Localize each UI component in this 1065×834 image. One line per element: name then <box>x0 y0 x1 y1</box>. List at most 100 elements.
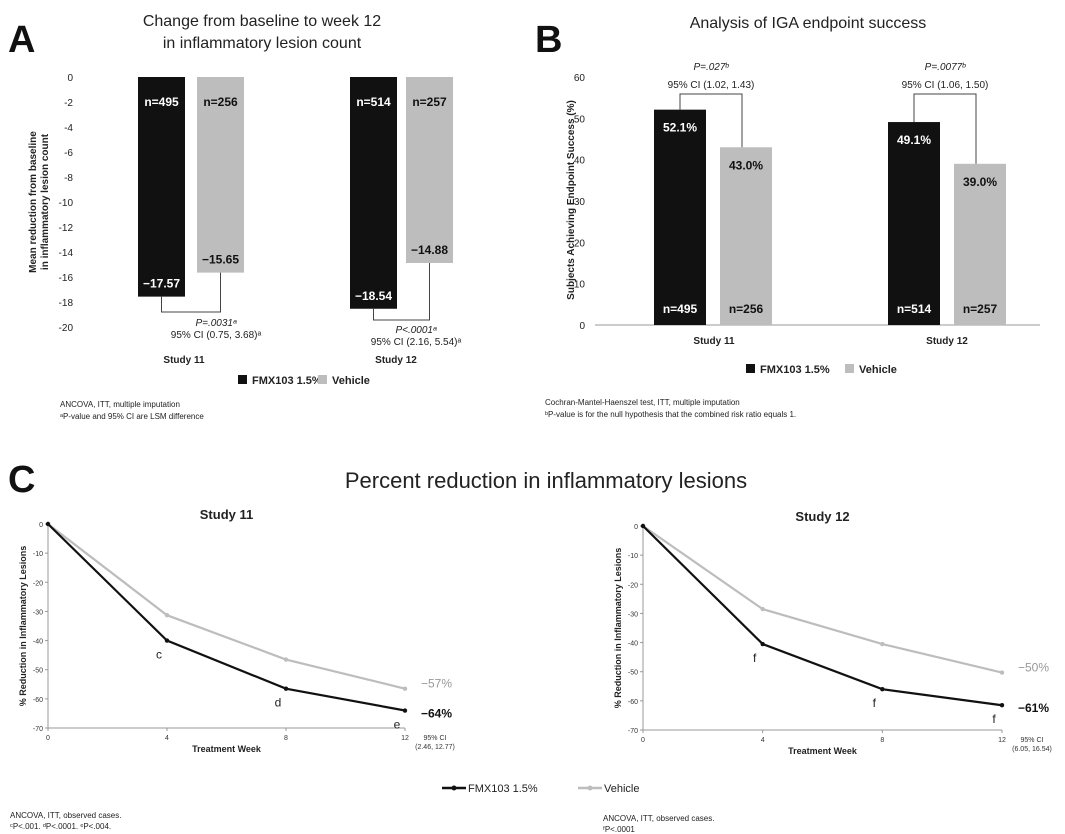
panel-a-letter: A <box>8 19 35 61</box>
panel-c: C Percent reduction in inflammatory lesi… <box>8 459 1052 834</box>
panel-a: A Change from baseline to week 12 in inf… <box>8 13 461 421</box>
panel-c-ytick: -40 <box>628 641 638 648</box>
panel-a-title-line1: Change from baseline to week 12 <box>143 13 381 30</box>
panel-a-value-label: −15.65 <box>202 253 239 267</box>
panel-a-ytick: -20 <box>59 323 74 334</box>
panel-c-xtick: 12 <box>401 735 409 742</box>
panel-a-pvalue: P=.0031ᵃ <box>195 318 237 329</box>
panel-c-vehicle-line <box>47 523 406 690</box>
panel-a-n-label: n=257 <box>412 95 447 109</box>
panel-c-ytick: -20 <box>628 582 638 589</box>
panel-c-footnote-right-line1: ANCOVA, ITT, observed cases. <box>603 814 714 823</box>
panel-a-footnote-line1: ANCOVA, ITT, multiple imputation <box>60 400 180 409</box>
panel-c-point <box>45 521 51 527</box>
panel-c-ytick: -10 <box>628 553 638 560</box>
panel-a-pvalue: P<.0001ᵃ <box>395 325 437 336</box>
panel-c-fmx-line <box>642 525 1003 707</box>
panel-b-ylabel: Subjects Achieving Endpoint Success (%) <box>566 100 577 300</box>
panel-c-xtick: 8 <box>284 735 288 742</box>
panel-c-end-label: −50% <box>1018 661 1049 675</box>
panel-c-xtick: 12 <box>998 737 1006 744</box>
panel-c-point <box>283 686 289 691</box>
panel-b-ytick: 0 <box>579 321 585 332</box>
panel-c-point <box>640 523 646 529</box>
panel-c-ylabel: % Reduction in Inflammatory Lesions <box>18 546 28 707</box>
panel-c-ci-line2: (2.46, 12.77) <box>415 744 455 751</box>
panel-a-title-line2: in inflammatory lesion count <box>163 35 362 52</box>
panel-a-ytick: -2 <box>64 98 73 109</box>
panel-b-value-label: 52.1% <box>663 121 697 135</box>
panel-c-sig-mark: c <box>156 648 162 662</box>
panel-c-sig-mark: d <box>275 696 282 710</box>
legend-b-vehicle-label: Vehicle <box>859 364 897 376</box>
panel-c-ytick: -50 <box>33 668 43 675</box>
panel-c-ytick: 0 <box>634 524 638 531</box>
panel-c-xtick: 0 <box>46 735 50 742</box>
panel-b-bracket <box>679 93 743 148</box>
panel-a-n-label: n=514 <box>356 95 391 109</box>
panel-b-value-label: 43.0% <box>729 158 763 172</box>
panel-a-ytick: -10 <box>59 198 74 209</box>
panel-c-point <box>402 708 408 713</box>
panel-b-n-label: n=514 <box>897 302 932 316</box>
legend-c-vehicle-marker <box>587 785 593 791</box>
panel-c-point <box>164 638 170 643</box>
panel-b-ytick: 60 <box>574 73 586 84</box>
panel-b-n-label: n=256 <box>729 302 764 316</box>
panel-a-ytick: -6 <box>64 148 73 159</box>
panel-c-subplot-title: Study 12 <box>795 509 849 524</box>
panel-c-footnote-left-line2: ᶜP<.001. ᵈP<.0001. ᵉP<.004. <box>10 822 111 831</box>
panel-a-ylabel-line2: in inflammatory lesion count <box>40 133 51 270</box>
panel-c-xtick: 4 <box>165 735 169 742</box>
panel-c-ytick: 0 <box>39 522 43 529</box>
panel-b-value-label: 39.0% <box>963 175 997 189</box>
legend-c: FMX103 1.5% Vehicle <box>442 783 639 795</box>
panel-c-ytick: -60 <box>628 699 638 706</box>
panel-c-ytick: -50 <box>628 670 638 677</box>
panel-c-ytick: -20 <box>33 580 43 587</box>
panel-b-ytick: 10 <box>574 280 586 291</box>
panel-a-footnote-line2: ᵃP-value and 95% CI are LSM difference <box>60 412 204 421</box>
panel-b-n-label: n=257 <box>963 302 998 316</box>
panel-b-category-label: Study 11 <box>693 336 735 347</box>
panel-c-point <box>164 613 170 618</box>
panel-a-bar <box>350 77 397 309</box>
panel-c-point <box>880 687 885 692</box>
panel-c-ci-line2: (6.05, 16.54) <box>1012 746 1052 753</box>
panel-c-ylabel: % Reduction in Inflammatory Lesions <box>613 548 623 709</box>
panel-b-pvalue: P=.0077ᵇ <box>925 62 967 73</box>
panel-c-point <box>283 657 289 662</box>
panel-a-n-label: n=256 <box>203 95 238 109</box>
legend-ab: FMX103 1.5% Vehicle FMX103 1.5% Vehicle <box>238 364 897 387</box>
panel-a-ci: 95% CI (2.16, 5.54)ᵃ <box>371 337 462 348</box>
panel-a-ci: 95% CI (0.75, 3.68)ᵃ <box>171 330 262 341</box>
panel-c-xtick: 8 <box>880 737 884 744</box>
panel-c-ytick: -30 <box>628 611 638 618</box>
panel-c-point <box>760 606 765 612</box>
panel-a-n-label: n=495 <box>144 95 179 109</box>
panel-a-value-label: −14.88 <box>411 243 448 257</box>
panel-c-fmx-line <box>47 523 406 712</box>
panel-c-ytick: -70 <box>628 728 638 735</box>
panel-a-ytick: -8 <box>64 173 73 184</box>
panel-a-bracket <box>161 272 221 313</box>
panel-c-sig-mark: f <box>873 696 877 710</box>
panel-c-ytick: -30 <box>33 609 43 616</box>
panel-a-ytick: -14 <box>59 248 74 259</box>
legend-ab-fmx-swatch <box>238 375 247 384</box>
panel-c-point <box>999 703 1005 708</box>
legend-ab-vehicle-swatch <box>318 375 327 384</box>
legend-ab-fmx-label: FMX103 1.5% <box>252 375 322 387</box>
panel-c-title: Percent reduction in inflammatory lesion… <box>345 468 747 493</box>
panel-a-ytick: -4 <box>64 123 73 134</box>
panel-b-pvalue: P=.027ᵇ <box>693 62 729 73</box>
panel-a-value-label: −18.54 <box>355 289 392 303</box>
legend-c-fmx-label: FMX103 1.5% <box>468 783 538 795</box>
panel-b-footnote-line1: Cochran-Mantel-Haenszel test, ITT, multi… <box>545 398 740 407</box>
panel-c-sig-mark: f <box>753 651 757 665</box>
panel-b-category-label: Study 12 <box>926 336 968 347</box>
panel-c-sig-mark: f <box>992 712 996 726</box>
panel-a-value-label: −17.57 <box>143 277 180 291</box>
panel-b-bar <box>954 163 1006 325</box>
